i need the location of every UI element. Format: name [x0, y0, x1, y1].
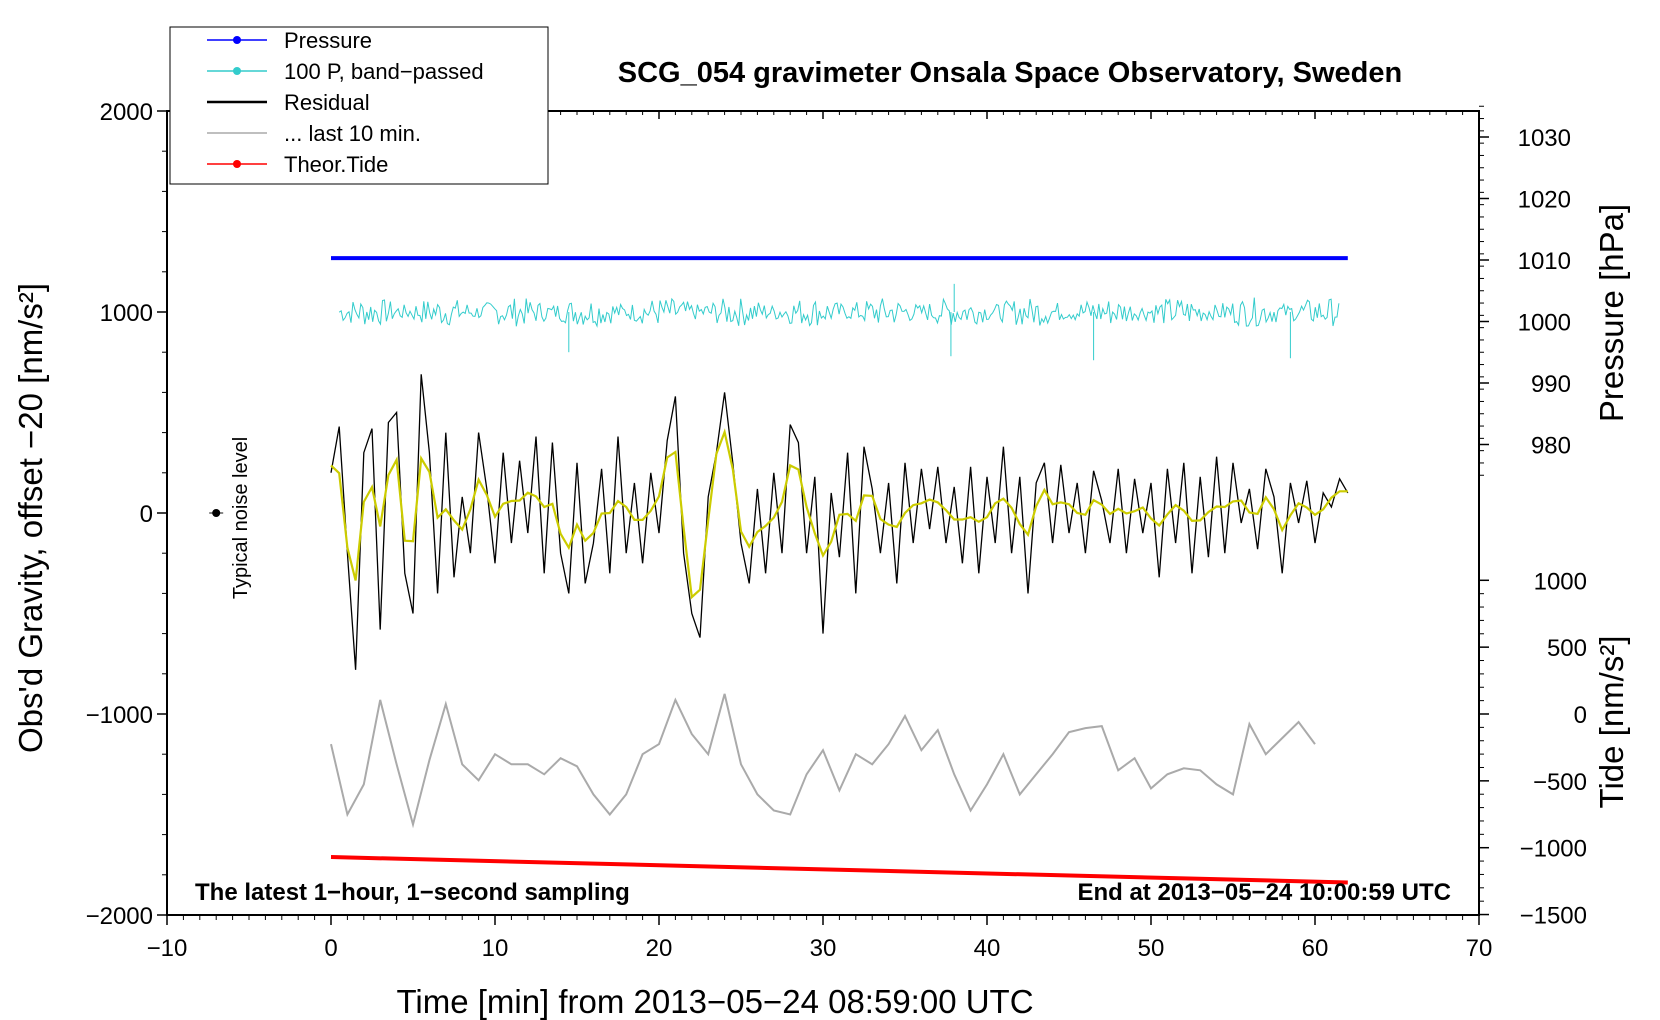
legend-marker — [233, 160, 241, 168]
x-tick-label: −10 — [147, 935, 188, 962]
pressure-tick-label: 1000 — [1518, 310, 1571, 337]
x-tick-label: 70 — [1466, 935, 1493, 962]
pressure-tick-label: 1010 — [1518, 248, 1571, 275]
pressure-tick-label: 980 — [1531, 433, 1571, 460]
legend-label: ... last 10 min. — [284, 121, 421, 146]
chart-title: SCG_054 gravimeter Onsala Space Observat… — [618, 57, 1402, 89]
x-tick-label: 50 — [1138, 935, 1165, 962]
right-caption: End at 2013−05−24 10:00:59 UTC — [1077, 879, 1451, 906]
y-tick-label: −1000 — [86, 702, 153, 729]
y-tick-label: 2000 — [100, 99, 153, 126]
residual-smoothed-series — [330, 428, 1348, 600]
x-tick-label: 20 — [646, 935, 673, 962]
x-tick-label: 60 — [1302, 935, 1329, 962]
y-tick-label: 0 — [140, 501, 153, 528]
x-tick-label: 30 — [810, 935, 837, 962]
legend-marker — [233, 67, 241, 75]
tide-series — [330, 855, 1348, 885]
legend-label: Residual — [284, 90, 370, 115]
pressure-tick-label: 1030 — [1518, 125, 1571, 152]
legend-label: 100 P, band−passed — [284, 59, 484, 84]
legend-marker — [233, 36, 241, 44]
y-tick-label: 1000 — [100, 300, 153, 327]
bandpassed-pressure-series — [338, 297, 1340, 328]
last-10-min-series — [330, 693, 1316, 829]
legend-label: Pressure — [284, 28, 372, 53]
x-tick-label: 10 — [482, 935, 509, 962]
tide-tick-label: −1000 — [1520, 836, 1587, 863]
tide-tick-label: 1000 — [1534, 568, 1587, 595]
data-series — [209, 256, 1349, 885]
tide-tick-label: −500 — [1533, 769, 1587, 796]
tide-tick-label: −1500 — [1520, 903, 1587, 930]
pressure-tick-label: 990 — [1531, 371, 1571, 398]
x-tick-label: 40 — [974, 935, 1001, 962]
y-axis-title-tide: Tide [nm/s²] — [1593, 636, 1630, 809]
legend-box — [169, 26, 549, 185]
left-caption: The latest 1−hour, 1−second sampling — [195, 879, 630, 906]
noise-level-point — [212, 509, 221, 517]
pressure-tick-label: 1020 — [1518, 187, 1571, 214]
legend: Pressure 100 P, band−passed Residual ... la… — [169, 26, 549, 185]
residual-series — [330, 374, 1349, 670]
axis-ticks: −10 0 10 20 30 40 50 60 70−2000−1000010002000980… — [86, 99, 1587, 962]
tide-tick-label: 500 — [1547, 635, 1587, 662]
y-tick-label: −2000 — [86, 903, 153, 930]
noise-level-label: Typical noise level — [230, 437, 252, 599]
legend-label: Theor.Tide — [284, 152, 388, 177]
x-axis-title: Time [min] from 2013−05−24 08:59:00 UTC — [396, 983, 1033, 1020]
tide-tick-label: 0 — [1574, 702, 1587, 729]
y-axis-title-gravity: Obs'd Gravity, offset −20 [nm/s²] — [12, 283, 49, 753]
y-axis-title-pressure: Pressure [hPa] — [1593, 204, 1630, 422]
x-tick-label: 0 — [324, 935, 337, 962]
